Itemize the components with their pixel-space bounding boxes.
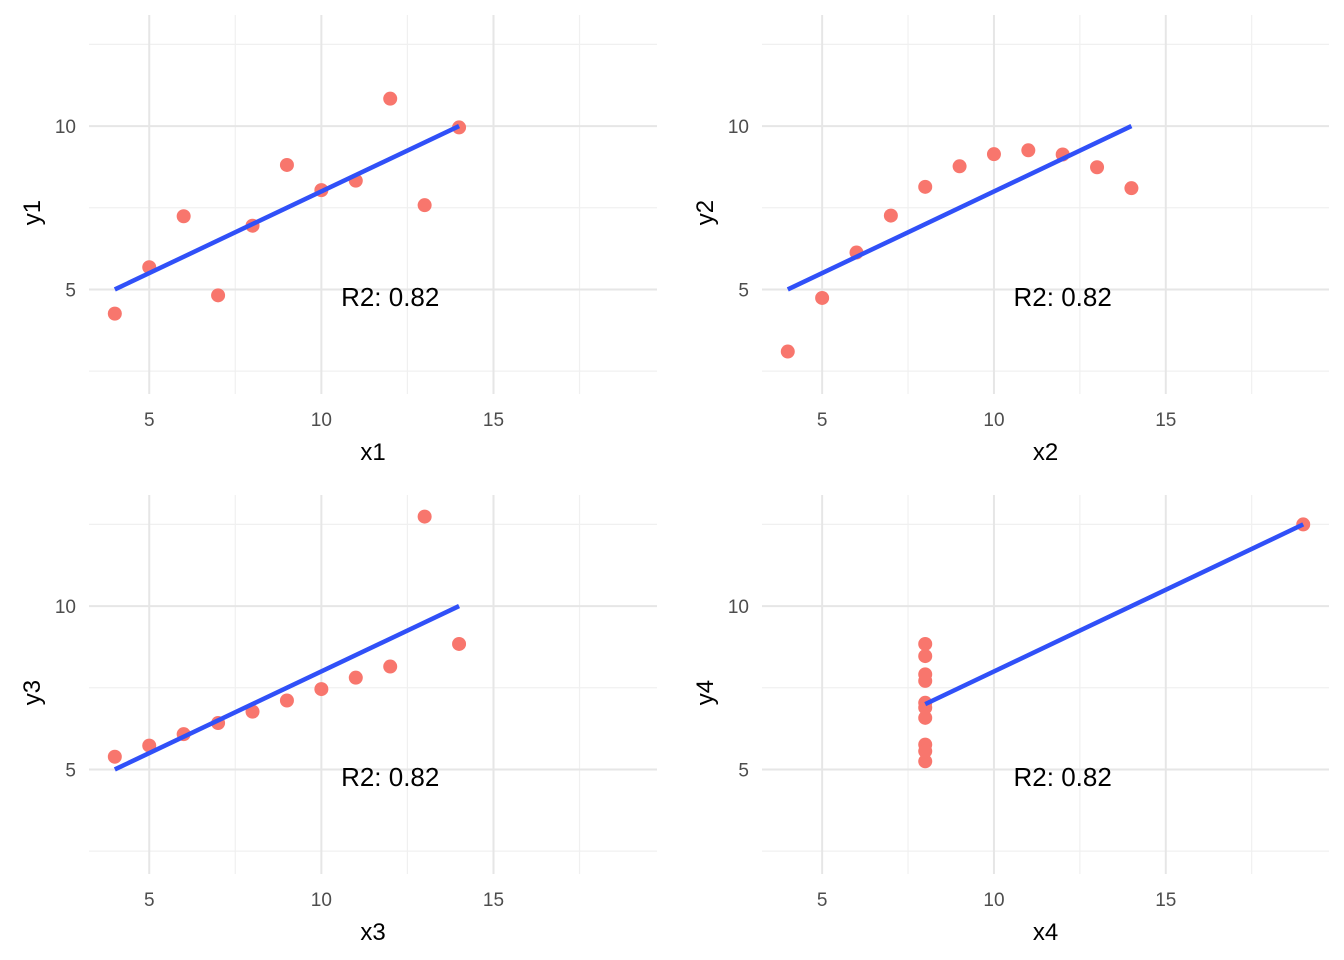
regression-line: [924, 522, 1305, 707]
y-axis-title: y1: [19, 200, 46, 225]
regression-line: [786, 124, 1133, 292]
regression-line: [113, 124, 461, 292]
x-axis-title: x4: [1033, 919, 1058, 946]
r2-annotation: R2: 0.82: [1014, 762, 1112, 792]
y-tick-label: 10: [55, 597, 76, 618]
y-tick-label: 5: [738, 760, 749, 781]
y-tick-label: 5: [65, 280, 76, 301]
x-tick-label: 5: [817, 410, 828, 431]
data-point: [452, 636, 467, 651]
x-tick-label: 10: [983, 890, 1004, 911]
y-tick-label: 5: [738, 280, 749, 301]
regression-line: [113, 604, 461, 772]
x-axis-title: x3: [360, 919, 385, 946]
data-point: [107, 749, 122, 764]
y-tick-label: 10: [55, 117, 76, 138]
data-point: [780, 344, 795, 359]
x-tick-label: 10: [311, 410, 332, 431]
data-point: [176, 209, 191, 224]
data-point: [107, 306, 122, 321]
data-point: [815, 290, 830, 305]
x-tick-label: 15: [483, 890, 504, 911]
x-tick-label: 5: [144, 410, 155, 431]
data-point: [952, 159, 967, 174]
data-point: [417, 509, 432, 524]
x-axis-title: x1: [360, 439, 385, 466]
x-tick-label: 15: [1155, 410, 1176, 431]
x-tick-label: 15: [483, 410, 504, 431]
data-point: [918, 636, 933, 651]
data-point: [314, 682, 329, 697]
data-point: [883, 208, 898, 223]
x-tick-label: 5: [817, 890, 828, 911]
y-tick-label: 5: [65, 760, 76, 781]
y-axis-title: y2: [692, 200, 719, 225]
y-axis-title: y3: [19, 680, 46, 705]
r2-annotation: R2: 0.82: [341, 282, 439, 312]
panel-3: 5 10 15 5 10 x3 y3 R2: 0.82: [19, 495, 657, 946]
data-point: [918, 744, 933, 759]
x-tick-label: 15: [1155, 890, 1176, 911]
x-tick-label: 10: [983, 410, 1004, 431]
r2-annotation: R2: 0.82: [341, 762, 439, 792]
panel-2: 5 10 15 5 10 x2 y2 R2: 0.82: [692, 15, 1329, 466]
data-point: [918, 649, 933, 664]
x-axis-title: x2: [1033, 439, 1058, 466]
data-point: [918, 710, 933, 725]
data-point: [918, 179, 933, 194]
data-point: [918, 754, 933, 769]
x-tick-label: 5: [144, 890, 155, 911]
data-point: [1090, 160, 1105, 175]
data-point: [417, 198, 432, 213]
data-point: [1021, 143, 1036, 158]
data-point: [279, 157, 294, 172]
data-point: [211, 288, 226, 303]
data-point: [1124, 181, 1139, 196]
data-point: [279, 693, 294, 708]
data-point: [918, 667, 933, 682]
data-point: [383, 659, 398, 674]
x-tick-label: 10: [311, 890, 332, 911]
panel-1: 5 10 15 5 10 x1 y1 R2: 0.82: [19, 15, 657, 466]
y-tick-label: 10: [728, 117, 749, 138]
data-point: [986, 147, 1001, 162]
data-point: [348, 670, 363, 685]
data-point: [383, 91, 398, 106]
r2-annotation: R2: 0.82: [1014, 282, 1112, 312]
y-axis-title: y4: [692, 680, 719, 705]
panel-4: 5 10 15 5 10 x4 y4 R2: 0.82: [692, 495, 1329, 946]
y-tick-label: 10: [728, 597, 749, 618]
